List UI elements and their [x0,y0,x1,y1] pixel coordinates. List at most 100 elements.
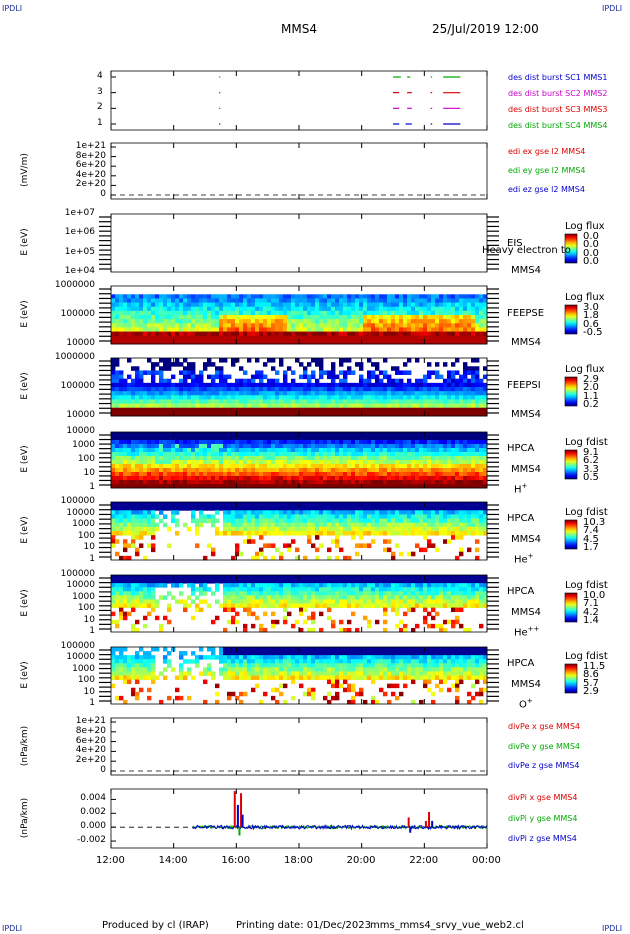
date-title: 25/Jul/2019 12:00 [432,22,539,36]
panel-hpca_he [99,501,578,561]
ytick-eis-3: 1e+04 [64,266,95,276]
ylabel-eis: E (eV) [20,228,30,256]
side-label-feepsi-0: FEEPSI [507,380,541,391]
colorbar-title-feepsi: Log flux [565,364,605,375]
burst-dot-3 [219,123,221,125]
corner-logo-tl: IPDLI [2,4,23,13]
legend-burst-0: des dist burst SC1 MMS1 [508,73,608,82]
colorbar-value-feepsi-2: 1.1 [583,390,599,402]
footer-file: mms_mms4_srvy_vue_web2.cl [370,920,524,931]
legend-burst-2: des dist burst SC3 MMS3 [508,105,608,114]
colorbar-title-hpca_hepp: Log fdist [565,580,608,591]
panel-hpca_h [99,431,578,489]
colorbar-value-feepse-3: -0.5 [583,326,603,338]
panel-edi [110,142,488,200]
ytick-feepsi-2: 10000 [66,410,95,420]
ytick-hpca_he-4: 10 [83,542,95,553]
colorbar-value-eis-0: 0.0 [583,231,599,242]
side-label-eis-0: EIS [507,238,523,249]
colorbar-value-hpca_o-2: 5.7 [583,677,599,689]
corner-logo-bl: IPDLI [2,924,23,933]
ytick-divpe-1: 8e+20 [75,725,106,736]
colorbar-value-hpca_h-3: 0.5 [583,471,599,483]
footer-printing-date: Printing date: 01/Dec/2023 [236,920,372,931]
ytick-hpca_h-3: 10 [83,468,95,478]
ytick-burst-1: 3 [97,86,103,97]
burst-dot-0 [219,76,221,78]
panel-eis [99,213,578,273]
ylabel-hpca_h: E (eV) [20,445,30,473]
ytick-edi-4: 2e+20 [75,179,106,190]
ytick-hpca_h-4: 1 [89,482,95,492]
legend-divpe-0: divPe x gse MMS4 [508,722,580,731]
ytick-eis-1: 1e+06 [64,227,95,238]
colorbar-value-hpca_hepp-1: 7.1 [583,598,599,610]
colorbar-feepse [564,304,578,335]
colorbar-title-hpca_he: Log fdist [565,507,608,518]
ytick-eis-2: 1e+05 [64,246,95,257]
colorbar-value-feepsi-0: 2.9 [583,374,599,385]
colorbar-value-feepse-1: 1.8 [583,310,599,322]
legend-edi-2: edi ez gse l2 MMS4 [508,185,585,194]
frame-divpi [110,788,488,849]
colorbar-value-eis-3: 0.0 [583,255,599,267]
colorbar-value-eis-2: 0.0 [583,247,599,259]
footer-produced: Produced by cl (IRAP) [102,920,209,931]
xtick-2: 16:00 [221,855,251,866]
colorbar-value-hpca_hepp-0: 10.0 [583,590,606,601]
ytick-divpe-3: 4e+20 [75,745,106,756]
ytick-hpca_he-0: 100000 [60,496,95,506]
ytick-burst-2: 2 [97,102,103,113]
ytick-edi-0: 1e+21 [75,141,106,151]
xtick-6: 00:00 [472,855,501,866]
ytick-edi-2: 6e+20 [75,160,106,171]
xtick-1: 14:00 [158,855,188,866]
colorbar-value-hpca_h-1: 6.2 [583,455,599,467]
corner-logo-br: IPDLI [602,924,623,933]
colorbar-hpca_o [564,663,578,694]
ylabel-divpi: (nPa/km) [20,797,30,838]
ytick-edi-5: 0 [100,189,106,199]
xtick-4: 20:00 [346,855,376,866]
ytick-hpca_hepp-3: 100 [77,603,95,614]
ytick-hpca_h-1: 1000 [72,440,95,450]
ylabel-hpca_hepp: E (eV) [20,588,30,617]
side-label-hpca_o-0: HPCA [507,658,535,669]
ylabel-divpe: (nPa/km) [20,725,30,766]
ytick-divpe-4: 2e+20 [75,755,106,766]
ytick-edi-3: 4e+20 [75,169,106,180]
ytick-feepse-0: 1000000 [54,280,95,290]
colorbar-title-hpca_o: Log fdist [565,651,608,662]
legend-burst-3: des dist burst SC4 MMS4 [508,121,608,130]
colorbar-value-hpca_he-0: 10.3 [583,517,606,528]
colorbar-value-hpca_h-0: 9.1 [583,447,599,458]
colorbar-value-feepse-2: 0.6 [583,318,599,330]
ion-label-hpca_h: H+ [514,482,528,496]
colorbar-feepsi [564,376,578,407]
ytick-hpca_o-3: 100 [77,675,95,686]
xtick-0: 12:00 [96,855,125,866]
side-label-feepse-1: MMS4 [511,337,541,348]
frame-burst [110,70,488,131]
xtick-3: 18:00 [284,855,313,866]
ytick-hpca_he-2: 1000 [72,519,95,530]
ion-label-hpca_hepp: He++ [514,625,540,639]
ytick-hpca_hepp-0: 100000 [60,569,95,579]
legend-divpe-1: divPe y gse MMS4 [508,741,580,751]
panel-hpca_o [99,646,578,705]
burst-dot-1 [219,92,221,94]
panel-burst [110,70,488,131]
burst-dot-2 [219,107,221,110]
ytick-divpe-5: 0 [100,765,106,775]
ytick-hpca_h-0: 10000 [66,426,95,436]
legend-burst-1: des dist burst SC2 MMS2 [508,89,608,98]
overlay-label-eis: Heavy electron to [482,245,571,256]
colorbar-value-eis-1: 0.0 [583,239,599,251]
ylabel-feepse: E (eV) [20,300,30,328]
colorbar-value-hpca_hepp-2: 4.2 [583,606,599,618]
colorbar-title-feepse: Log flux [565,292,605,303]
side-label-eis-1: MMS4 [511,265,541,276]
ion-label-hpca_o: O+ [519,697,533,711]
frame-edi [110,142,488,200]
